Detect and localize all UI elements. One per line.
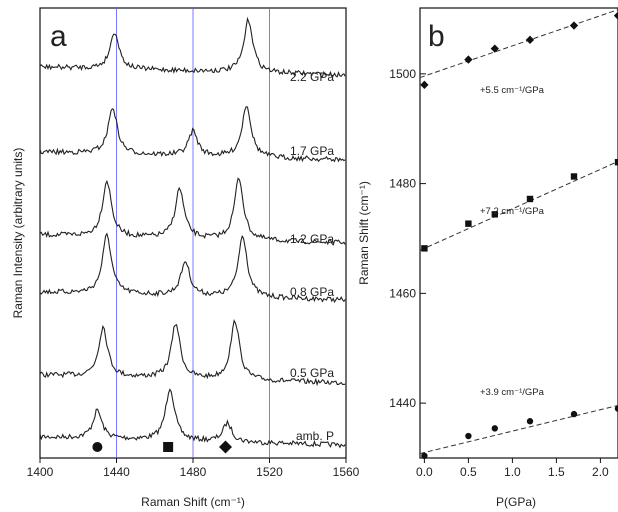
- x-tick-label: 1440: [103, 465, 130, 479]
- slope-labels: +5.5 cm⁻¹/GPa +7.2 cm⁻¹/GPa +3.9 cm⁻¹/GPa: [480, 85, 545, 398]
- x-tick-label: 1560: [333, 465, 360, 479]
- x-tick-label: 1.5: [548, 465, 565, 479]
- circle-marker: [92, 442, 103, 452]
- panel-a-x-ticks: 1400 1440 1480 1520 1560: [27, 458, 360, 479]
- x-tick-label: 1520: [256, 465, 283, 479]
- peak-markers: [92, 440, 233, 454]
- data-point: [569, 21, 579, 30]
- panel-a: amb. P 0.5 GPa 0.8 GPa 1.2 GPa 1.7 GPa 2.2 GP…: [11, 7, 360, 509]
- pressure-label: 0.8 GPa: [290, 285, 334, 299]
- square-marker: [163, 442, 174, 452]
- data-point: [613, 11, 618, 20]
- x-tick-label: 2.0: [592, 465, 609, 479]
- spectrum-line: [39, 318, 346, 387]
- data-point: [491, 425, 498, 432]
- x-tick-label: 0.5: [460, 465, 477, 479]
- x-tick-label: 1480: [180, 465, 207, 479]
- fit-lines: [419, 9, 618, 455]
- x-tick-label: 1.0: [504, 465, 521, 479]
- panel-b-y-ticks: 1440 1460 1480 1500: [389, 67, 426, 410]
- pressure-labels: amb. P 0.5 GPa 0.8 GPa 1.2 GPa 1.7 GPa 2.2 GP…: [290, 70, 334, 443]
- spectrum-line: [39, 232, 346, 304]
- pressure-label: 0.5 GPa: [290, 366, 334, 380]
- data-point: [525, 35, 535, 44]
- panel-a-xlabel: Raman Shift (cm⁻¹): [141, 495, 245, 509]
- panel-b-frame: [419, 7, 618, 459]
- fit-line: [419, 160, 618, 251]
- panel-a-letter: a: [50, 20, 67, 53]
- data-point: [465, 432, 472, 440]
- diamond-marker: [219, 440, 233, 454]
- spectrum-line: [39, 388, 346, 449]
- data-point: [421, 245, 428, 252]
- data-point: [465, 220, 472, 227]
- pressure-label: amb. P: [296, 429, 334, 443]
- panel-b-ylabel: Raman Shift (cm⁻¹): [357, 181, 371, 285]
- y-tick-label: 1440: [389, 396, 416, 410]
- pressure-label: 1.2 GPa: [290, 232, 334, 246]
- x-tick-label: 1400: [27, 465, 54, 479]
- reference-lines: [116, 8, 270, 458]
- slope-label: +7.2 cm⁻¹/GPa: [480, 206, 545, 217]
- panel-b-letter: b: [428, 20, 445, 53]
- y-tick-label: 1500: [389, 67, 416, 81]
- panel-b-xlabel: P(GPa): [496, 495, 536, 509]
- fit-line: [419, 404, 618, 455]
- fit-line: [419, 9, 618, 79]
- panel-b: 1440 1460 1480 1500 0.0 0.5 1.0 1.5 2.0 +5.5 cm…: [357, 7, 618, 509]
- data-point: [614, 405, 618, 412]
- panel-a-ylabel: Raman Intensity (arbitrary units): [11, 148, 25, 319]
- data-point: [490, 44, 499, 53]
- data-point: [570, 410, 578, 418]
- data-point: [526, 195, 534, 203]
- spectra: [39, 16, 346, 449]
- slope-label: +3.9 cm⁻¹/GPa: [480, 387, 545, 398]
- pressure-label: 2.2 GPa: [290, 70, 334, 84]
- data-point: [420, 80, 429, 89]
- x-tick-label: 0.0: [416, 465, 433, 479]
- data-point: [614, 159, 618, 166]
- data-points: [420, 11, 618, 460]
- y-tick-label: 1480: [389, 177, 416, 191]
- spectrum-line: [39, 106, 346, 163]
- data-point: [464, 55, 473, 64]
- data-point: [421, 452, 428, 460]
- spectrum-line: [39, 177, 346, 246]
- slope-label: +5.5 cm⁻¹/GPa: [480, 85, 545, 96]
- data-point: [526, 418, 534, 425]
- pressure-label: 1.7 GPa: [290, 144, 334, 158]
- data-point: [570, 173, 578, 180]
- spectrum-line: [39, 16, 346, 78]
- y-tick-label: 1460: [389, 286, 416, 300]
- panel-b-x-ticks: 0.0 0.5 1.0 1.5 2.0: [416, 458, 609, 479]
- data-point: [491, 211, 498, 218]
